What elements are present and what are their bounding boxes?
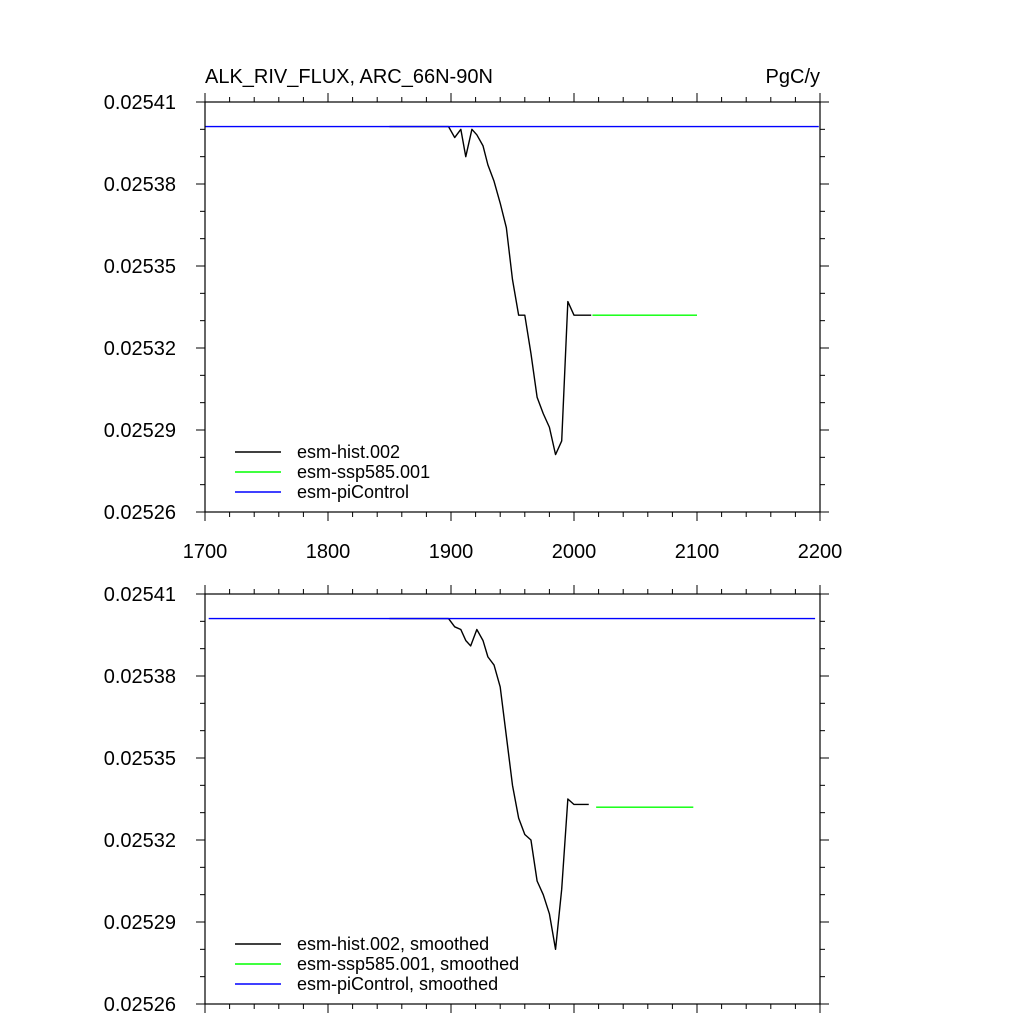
y-tick-label: 0.02535 — [104, 256, 176, 278]
x-tick-label: 1900 — [429, 541, 474, 563]
top-ticks: 1700 1800 1900 2000 2100 2200 0.02526 0.02529 0.… — [104, 92, 843, 563]
series-line — [389, 125, 592, 456]
x-tick-label: 1800 — [306, 541, 351, 563]
legend-label: esm-hist.002 — [297, 442, 400, 462]
y-tick-label: 0.02532 — [104, 830, 176, 852]
y-tick-label: 0.02529 — [104, 912, 176, 934]
panel-top: ALK_RIV_FLUX, ARC_66N-90N PgC/y 1700 1800… — [104, 66, 843, 563]
y-tick-label: 0.02532 — [104, 338, 176, 360]
y-tick-label: 0.02538 — [104, 174, 176, 196]
y-tick-label: 0.02535 — [104, 748, 176, 770]
series-line — [389, 617, 589, 951]
y-tick-label: 0.02538 — [104, 666, 176, 688]
y-tick-label: 0.02526 — [104, 994, 176, 1016]
x-tick-label: 2200 — [798, 541, 843, 563]
bottom-series — [208, 617, 816, 951]
y-tick-label: 0.02526 — [104, 502, 176, 524]
top-plot-frame — [204, 101, 821, 513]
legend-label: esm-ssp585.001, smoothed — [297, 954, 519, 974]
top-series — [205, 125, 819, 456]
x-tick-label: 2000 — [552, 541, 597, 563]
bottom-plot-frame — [204, 593, 821, 1005]
x-tick-label: 2100 — [675, 541, 720, 563]
x-tick-label: 1700 — [183, 541, 228, 563]
bottom-ticks: 0.02526 0.02529 0.02532 0.02535 0.02538 0.025… — [104, 584, 829, 1016]
y-tick-label: 0.02541 — [104, 92, 176, 114]
top-title: ALK_RIV_FLUX, ARC_66N-90N — [205, 66, 493, 88]
panel-bottom: 0.02526 0.02529 0.02532 0.02535 0.02538 0.025… — [104, 584, 829, 1016]
legend-label: esm-piControl — [297, 482, 409, 502]
y-tick-label: 0.02541 — [104, 584, 176, 606]
legend-label: esm-ssp585.001 — [297, 462, 430, 482]
y-tick-label: 0.02529 — [104, 420, 176, 442]
top-units: PgC/y — [766, 66, 820, 88]
legend-label: esm-piControl, smoothed — [297, 974, 498, 994]
legend-label: esm-hist.002, smoothed — [297, 934, 489, 954]
